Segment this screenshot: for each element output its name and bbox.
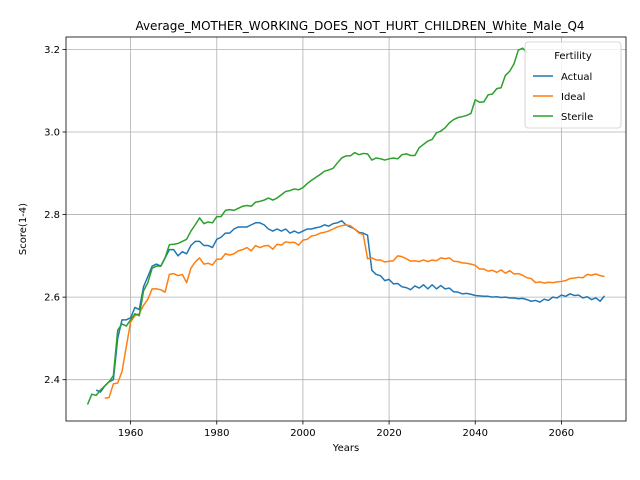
x-axis-ticks: 1960 1980 2000 2020 2040 2060 <box>118 421 574 439</box>
chart-title: Average_MOTHER_WORKING_DOES_NOT_HURT_CHI… <box>135 19 584 33</box>
series-lines <box>86 47 606 405</box>
y-axis-ticks: 2.4 2.6 2.8 3.0 3.2 <box>44 45 66 386</box>
legend-label-sterile: Sterile <box>561 112 593 123</box>
x-tick-label: 1960 <box>118 428 143 439</box>
y-tick-label: 2.6 <box>44 293 60 304</box>
x-tick-label: 2040 <box>463 428 488 439</box>
x-tick-label: 2060 <box>549 428 574 439</box>
series-line-ideal <box>104 224 605 400</box>
legend: Fertility Actual Ideal Sterile <box>524 41 622 129</box>
legend-label-ideal: Ideal <box>561 92 585 103</box>
legend-title: Fertility <box>554 51 592 62</box>
legend-box <box>524 41 622 129</box>
y-tick-label: 2.4 <box>44 375 60 386</box>
x-axis-label: Years <box>332 443 359 454</box>
y-tick-label: 2.8 <box>44 210 60 221</box>
x-tick-label: 2020 <box>376 428 401 439</box>
y-tick-label: 3.2 <box>44 45 60 56</box>
series-line-actual <box>95 219 606 393</box>
x-tick-label: 1980 <box>204 428 229 439</box>
legend-label-actual: Actual <box>561 72 592 83</box>
x-tick-label: 2000 <box>290 428 315 439</box>
y-tick-label: 3.0 <box>44 127 60 138</box>
plot-frame <box>65 36 627 422</box>
y-axis-label: Score(1-4) <box>18 203 29 255</box>
series-line-sterile <box>86 47 528 405</box>
